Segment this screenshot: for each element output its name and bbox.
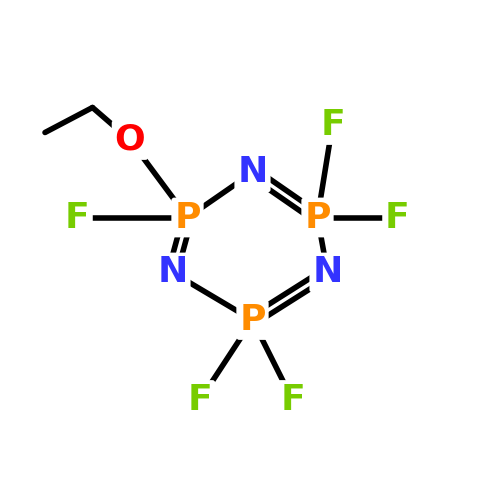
Text: N: N	[312, 256, 342, 290]
Text: P: P	[304, 200, 331, 234]
Text: F: F	[65, 200, 90, 234]
Text: F: F	[280, 383, 305, 417]
Text: O: O	[114, 123, 146, 157]
Text: N: N	[238, 156, 268, 190]
Text: F: F	[320, 108, 345, 142]
Text: F: F	[188, 383, 212, 417]
Text: N: N	[158, 256, 188, 290]
Text: F: F	[385, 200, 410, 234]
Text: P: P	[174, 200, 201, 234]
Text: P: P	[240, 303, 266, 337]
